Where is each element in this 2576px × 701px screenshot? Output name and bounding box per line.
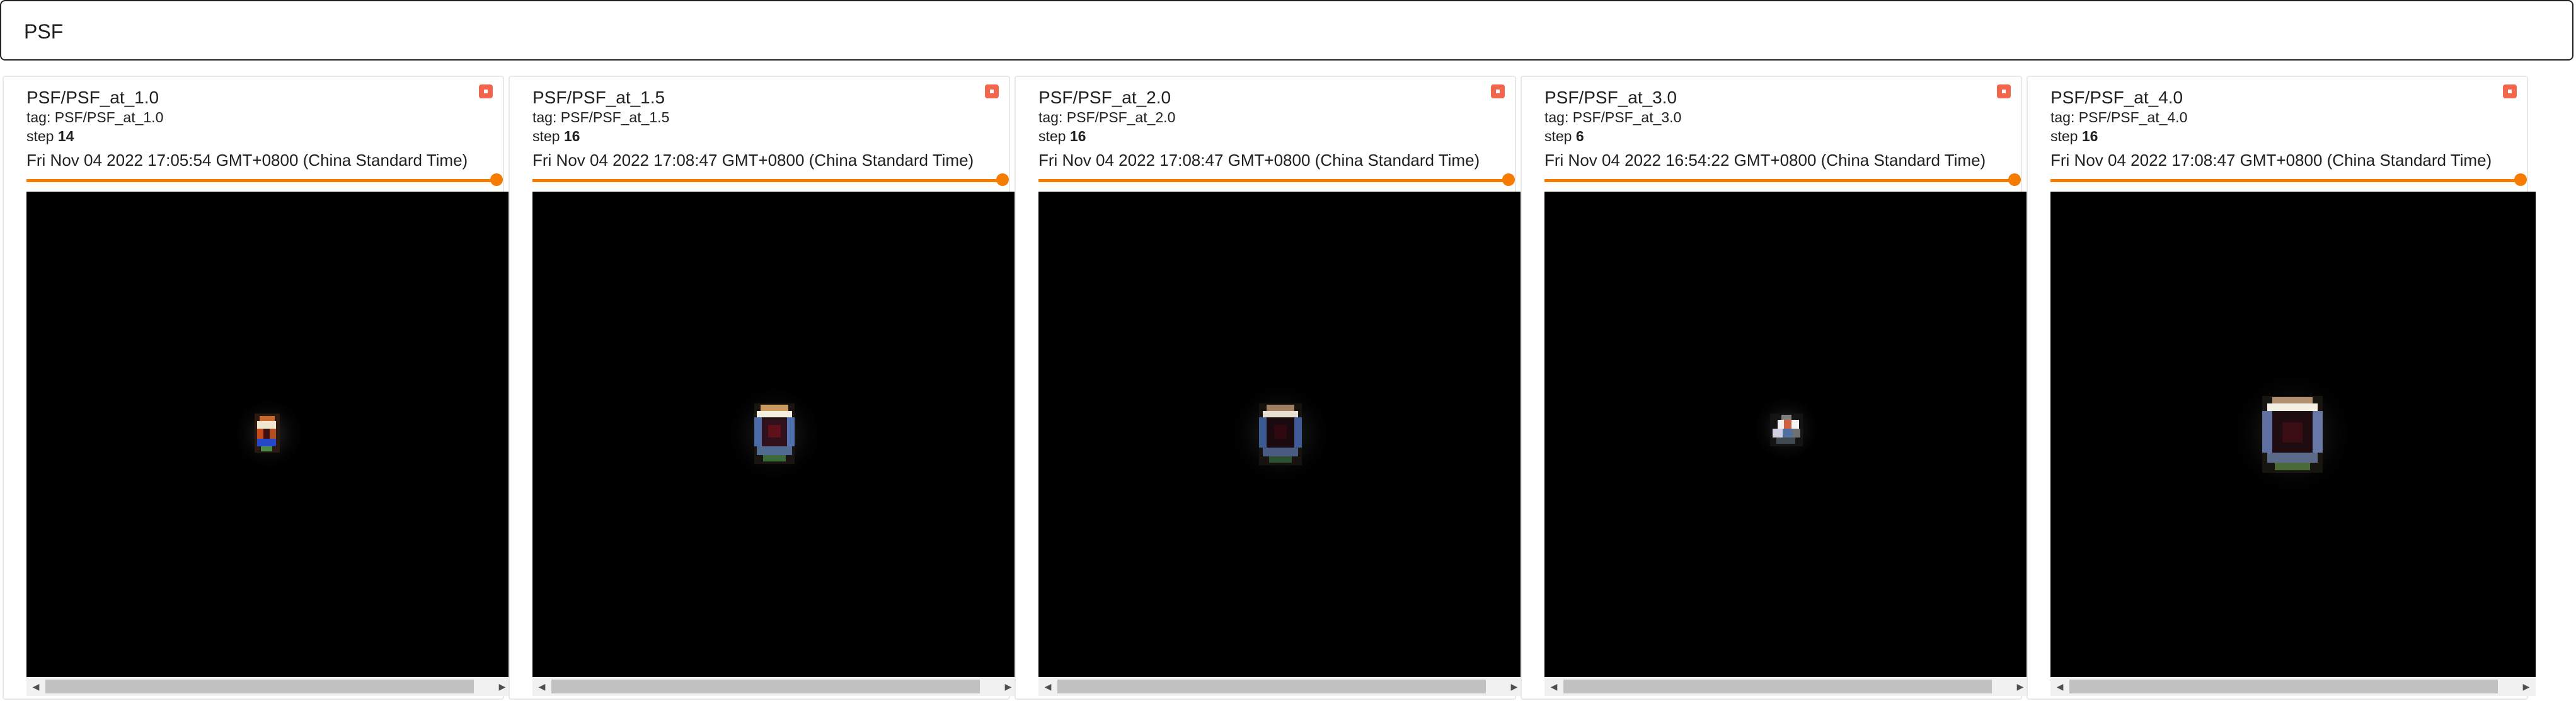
psf-spot-graphic [231, 396, 306, 472]
horizontal-scrollbar[interactable]: ◀ ▶ [26, 677, 512, 696]
psf-spot-graphic [1751, 393, 1822, 464]
tag-value: PSF/PSF_at_3.0 [1572, 109, 1682, 125]
chevron-right-icon[interactable]: ▶ [1004, 681, 1012, 692]
step-value: 14 [57, 128, 74, 144]
step-value: 6 [1575, 128, 1584, 144]
tag-value: PSF/PSF_at_1.0 [54, 109, 164, 125]
menu-square-icon[interactable] [479, 84, 493, 98]
chevron-left-icon[interactable]: ◀ [32, 681, 40, 692]
slider-thumb[interactable] [490, 173, 503, 186]
tag-filter-value: PSF [24, 20, 64, 43]
card-title: PSF/PSF_at_3.0 [1544, 88, 1677, 107]
scrollbar-thumb[interactable] [1563, 680, 1992, 693]
horizontal-scrollbar[interactable]: ◀ ▶ [532, 677, 1018, 696]
card-timestamp: Fri Nov 04 2022 16:54:22 GMT+0800 (China… [1544, 151, 1986, 170]
step-slider[interactable] [26, 173, 503, 186]
chevron-left-icon[interactable]: ◀ [1550, 681, 1558, 692]
step-label: step [2050, 128, 2078, 144]
step-value: 16 [1069, 128, 1086, 144]
step-label: step [1038, 128, 1066, 144]
chevron-left-icon[interactable]: ◀ [1044, 681, 1052, 692]
chevron-right-icon[interactable]: ▶ [498, 681, 506, 692]
scrollbar-thumb[interactable] [1057, 680, 1486, 693]
card-timestamp: Fri Nov 04 2022 17:08:47 GMT+0800 (China… [1038, 151, 1480, 170]
tag-value: PSF/PSF_at_1.5 [560, 109, 670, 125]
tag-label: tag: [1038, 109, 1063, 125]
chevron-left-icon[interactable]: ◀ [538, 681, 546, 692]
slider-track [532, 179, 1004, 182]
image-card-psf-1-5: PSF/PSF_at_1.5 tag: PSF/PSF_at_1.5 step … [509, 76, 1018, 700]
image-card-psf-4-0: PSF/PSF_at_4.0 tag: PSF/PSF_at_4.0 step … [2027, 76, 2536, 700]
image-card-psf-2-0: PSF/PSF_at_2.0 tag: PSF/PSF_at_2.0 step … [1015, 76, 1524, 700]
card-title: PSF/PSF_at_1.5 [532, 88, 665, 107]
step-value: 16 [2081, 128, 2098, 144]
psf-spot-graphic [724, 383, 825, 484]
psf-spot-graphic [2229, 371, 2355, 497]
chevron-right-icon[interactable]: ▶ [1510, 681, 1518, 692]
card-tag: tag: PSF/PSF_at_4.0 [2050, 108, 2187, 126]
slider-track [1038, 179, 1510, 182]
psf-image [2050, 192, 2536, 677]
card-timestamp: Fri Nov 04 2022 17:08:47 GMT+0800 (China… [2050, 151, 2492, 170]
tag-label: tag: [26, 109, 51, 125]
horizontal-scrollbar[interactable]: ◀ ▶ [2050, 677, 2536, 696]
step-slider[interactable] [1544, 173, 2021, 186]
menu-square-icon[interactable] [2503, 84, 2517, 98]
menu-square-icon[interactable] [1997, 84, 2011, 98]
card-tag: tag: PSF/PSF_at_2.0 [1038, 108, 1175, 126]
card-timestamp: Fri Nov 04 2022 17:08:47 GMT+0800 (China… [532, 151, 974, 170]
step-label: step [1544, 128, 1572, 144]
horizontal-scrollbar[interactable]: ◀ ▶ [1038, 677, 1524, 696]
tag-label: tag: [532, 109, 557, 125]
step-label: step [532, 128, 560, 144]
card-title: PSF/PSF_at_1.0 [26, 88, 159, 107]
tag-value: PSF/PSF_at_4.0 [2078, 109, 2188, 125]
tag-value: PSF/PSF_at_2.0 [1066, 109, 1176, 125]
tag-filter-input[interactable]: PSF [0, 0, 2573, 61]
step-label: step [26, 128, 54, 144]
card-step: step 16 [2050, 127, 2098, 145]
scrollbar-thumb[interactable] [551, 680, 980, 693]
horizontal-scrollbar[interactable]: ◀ ▶ [1544, 677, 2030, 696]
slider-thumb[interactable] [2514, 173, 2527, 186]
step-value: 16 [563, 128, 580, 144]
card-tag: tag: PSF/PSF_at_3.0 [1544, 108, 1681, 126]
card-title: PSF/PSF_at_2.0 [1038, 88, 1171, 107]
card-step: step 16 [532, 127, 580, 145]
psf-image [26, 192, 512, 677]
scrollbar-thumb[interactable] [2069, 680, 2498, 693]
psf-image [1038, 192, 1524, 677]
chevron-right-icon[interactable]: ▶ [2522, 681, 2530, 692]
tag-label: tag: [2050, 109, 2075, 125]
card-step: step 14 [26, 127, 74, 145]
step-slider[interactable] [1038, 173, 1515, 186]
slider-thumb[interactable] [1502, 173, 1515, 186]
image-card-psf-3-0: PSF/PSF_at_3.0 tag: PSF/PSF_at_3.0 step … [1521, 76, 2030, 700]
slider-track [1544, 179, 2016, 182]
slider-thumb[interactable] [996, 173, 1009, 186]
slider-track [2050, 179, 2522, 182]
card-timestamp: Fri Nov 04 2022 17:05:54 GMT+0800 (China… [26, 151, 468, 170]
psf-image [1544, 192, 2030, 677]
menu-square-icon[interactable] [1491, 84, 1505, 98]
card-step: step 6 [1544, 127, 1584, 145]
tag-label: tag: [1544, 109, 1569, 125]
menu-square-icon[interactable] [985, 84, 999, 98]
chevron-right-icon[interactable]: ▶ [2016, 681, 2024, 692]
slider-track [26, 179, 498, 182]
image-card-psf-1-0: PSF/PSF_at_1.0 tag: PSF/PSF_at_1.0 step … [3, 76, 512, 700]
psf-image [532, 192, 1018, 677]
chevron-left-icon[interactable]: ◀ [2056, 681, 2064, 692]
scrollbar-thumb[interactable] [45, 680, 474, 693]
card-title: PSF/PSF_at_4.0 [2050, 88, 2183, 107]
slider-thumb[interactable] [2008, 173, 2021, 186]
card-tag: tag: PSF/PSF_at_1.5 [532, 108, 669, 126]
step-slider[interactable] [532, 173, 1009, 186]
step-slider[interactable] [2050, 173, 2527, 186]
card-step: step 16 [1038, 127, 1086, 145]
psf-spot-graphic [1228, 381, 1333, 487]
card-tag: tag: PSF/PSF_at_1.0 [26, 108, 163, 126]
